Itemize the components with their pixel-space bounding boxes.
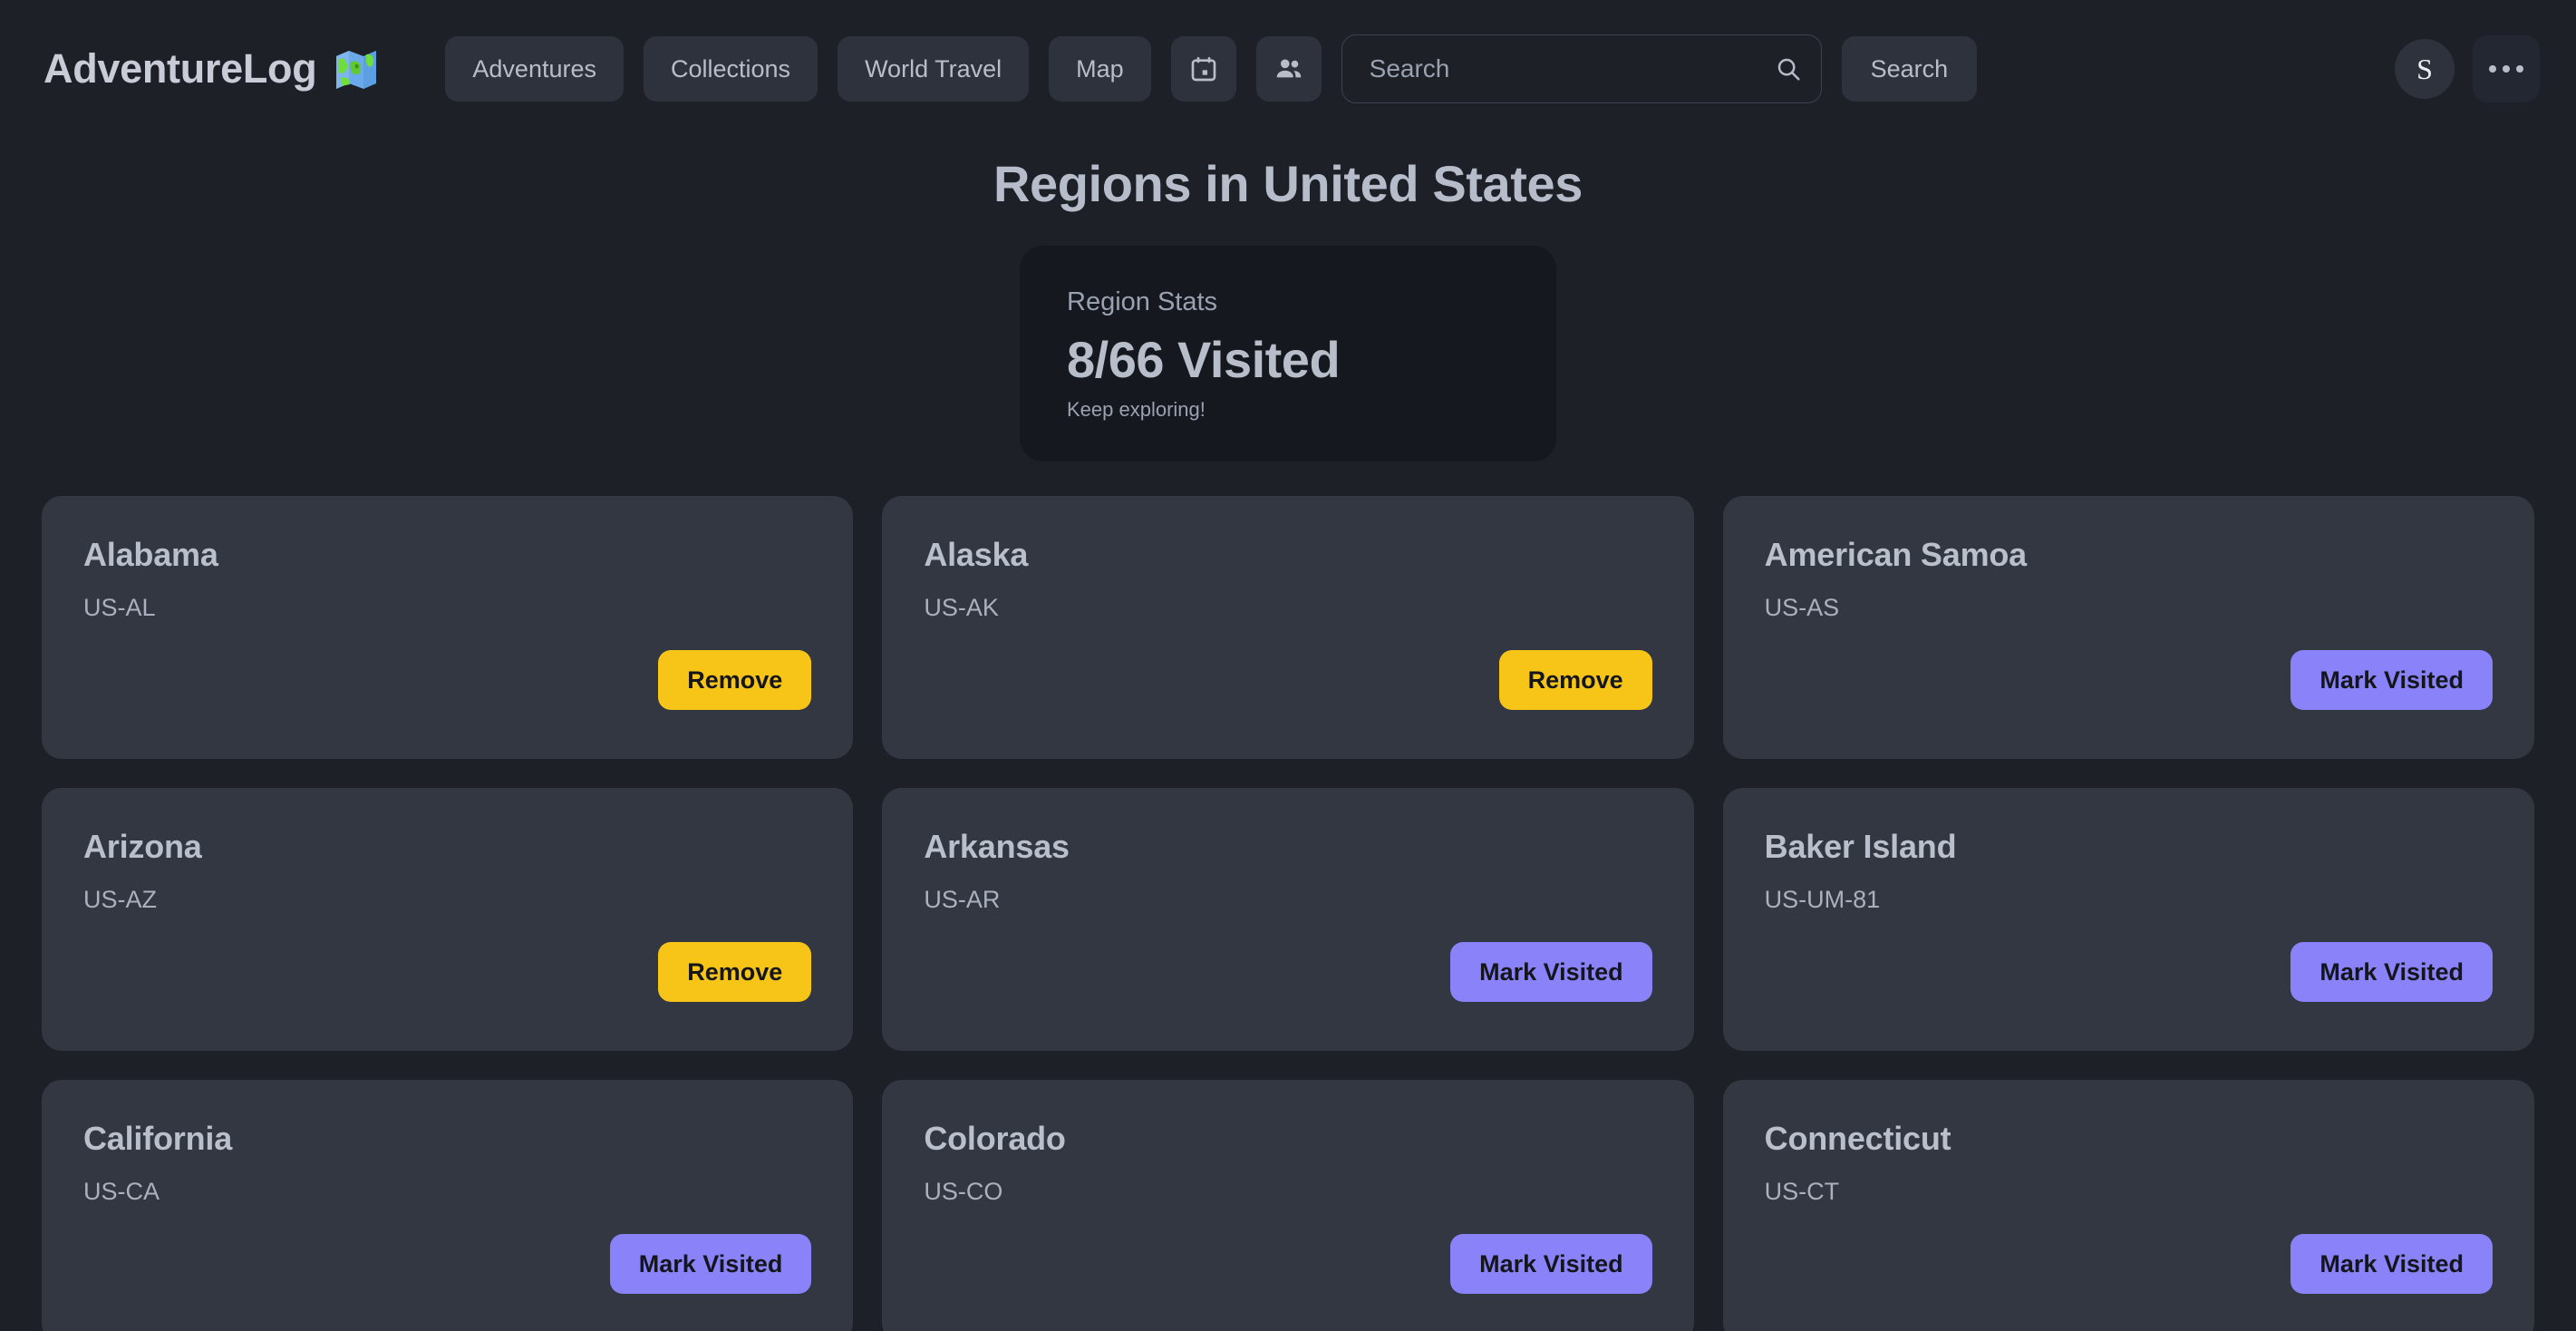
nav-item-adventures[interactable]: Adventures [445,36,624,102]
mark-visited-button[interactable]: Mark Visited [2290,1234,2493,1294]
region-code: US-AS [1764,594,1840,621]
region-code: US-UM-81 [1764,886,1881,913]
region-name: Connecticut [1764,1120,1951,1157]
region-card: American Samoa US-AS Mark Visited [1722,496,2534,759]
users-icon [1273,53,1304,84]
region-name: Colorado [924,1120,1066,1157]
region-card: Arkansas US-AR Mark Visited [882,788,1694,1051]
avatar[interactable]: S [2395,39,2455,99]
main-content: Regions in United States Region Stats 8/… [0,154,2576,1331]
region-code: US-AZ [83,886,157,913]
overflow-menu-button[interactable] [2473,35,2540,102]
card-actions: Remove [924,650,1652,710]
stats-label: Region Stats [1067,287,1218,316]
card-actions: Mark Visited [924,1234,1652,1294]
navbar: AdventureLog Adventures Collections Worl… [0,0,2576,138]
card-actions: Mark Visited [1765,1234,2493,1294]
region-name: Arkansas [924,828,1070,865]
region-card: Baker Island US-UM-81 Mark Visited [1722,788,2534,1051]
nav-item-collections[interactable]: Collections [644,36,818,102]
navbar-right: S [2395,35,2540,102]
region-code: US-CT [1764,1178,1840,1205]
card-actions: Remove [83,942,812,1002]
users-button[interactable] [1255,36,1322,102]
search-submit-button[interactable]: Search [1841,36,1978,102]
region-grid: Alabama US-AL Remove Alaska US-AK Remove Ameri… [0,496,2576,1331]
card-actions: Mark Visited [83,1234,812,1294]
card-actions: Mark Visited [924,942,1652,1002]
calendar-icon [1189,54,1218,83]
nav-item-map[interactable]: Map [1049,36,1151,102]
search-icon [1775,58,1802,85]
region-name: Baker Island [1764,828,1957,865]
nav-items: Adventures Collections World Travel Map [445,36,1322,102]
search-container [1341,34,1822,103]
remove-visit-button[interactable]: Remove [658,650,812,710]
region-card: Arizona US-AZ Remove [42,788,854,1051]
region-code: US-AL [83,594,156,621]
ellipsis-icon [2489,65,2523,73]
region-name: Alaska [924,536,1029,573]
card-actions: Remove [83,650,812,710]
region-name: California [83,1120,233,1157]
region-name: American Samoa [1764,536,2028,573]
remove-visit-button[interactable]: Remove [1498,650,1652,710]
brand-name: AdventureLog [44,45,317,92]
world-map-icon [333,45,380,92]
mark-visited-button[interactable]: Mark Visited [1450,942,1652,1002]
region-card: Alabama US-AL Remove [42,496,854,759]
region-name: Arizona [83,828,202,865]
region-card: Alaska US-AK Remove [882,496,1694,759]
region-name: Alabama [83,536,218,573]
region-card: Connecticut US-CT Mark Visited [1722,1080,2534,1331]
mark-visited-button[interactable]: Mark Visited [2290,942,2493,1002]
page-title: Regions in United States [993,155,1583,212]
nav-item-world-travel[interactable]: World Travel [838,36,1030,102]
stats-section: Region Stats 8/66 Visited Keep exploring… [0,246,2576,461]
stats-value: 8/66 Visited [1067,331,1341,388]
stats-subtitle: Keep exploring! [1067,398,1206,421]
search-icon-button[interactable] [1775,55,1802,83]
region-code: US-AR [924,886,1001,913]
mark-visited-button[interactable]: Mark Visited [609,1234,812,1294]
region-code: US-CO [924,1178,1003,1205]
remove-visit-button[interactable]: Remove [658,942,812,1002]
region-stats-card: Region Stats 8/66 Visited Keep exploring… [1020,246,1556,461]
region-code: US-CA [83,1178,160,1205]
card-actions: Mark Visited [1765,650,2493,710]
card-actions: Mark Visited [1765,942,2493,1002]
calendar-button[interactable] [1170,36,1236,102]
mark-visited-button[interactable]: Mark Visited [2290,650,2493,710]
search-input[interactable] [1341,34,1822,103]
region-card: Colorado US-CO Mark Visited [882,1080,1694,1331]
region-code: US-AK [924,594,999,621]
brand[interactable]: AdventureLog [44,45,380,92]
mark-visited-button[interactable]: Mark Visited [1450,1234,1652,1294]
region-card: California US-CA Mark Visited [42,1080,854,1331]
